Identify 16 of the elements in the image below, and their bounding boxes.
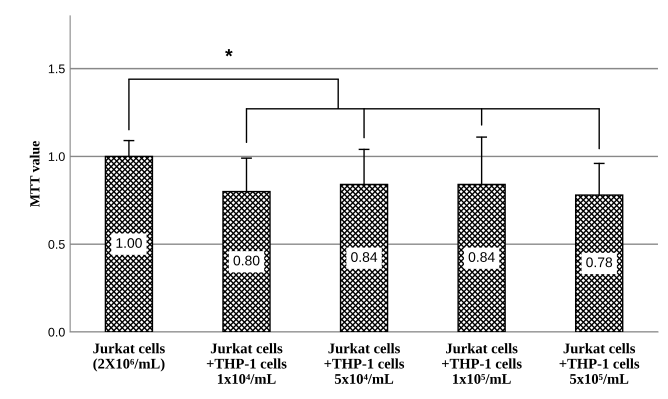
data-label: 0.80	[234, 256, 260, 266]
x-tick-label: Jurkat cells +THP-1 cells 1x10⁴/mL	[206, 343, 287, 384]
y-tick-label: 1.0	[48, 152, 65, 162]
y-tick-label: 0.0	[48, 328, 65, 337]
x-tick-label: Jurkat cells +THP-1 cells 5x10⁵/mL	[560, 343, 640, 384]
x-tick-label: Jurkat cells +THP-1 cells 5x10⁴/mL	[324, 343, 404, 384]
y-tick-label: 1.5	[48, 64, 65, 74]
y-axis-title: MTT value	[30, 141, 40, 207]
y-tick-label: 0.5	[48, 240, 65, 249]
annotation: *	[225, 49, 233, 56]
data-label: 0.78	[586, 257, 612, 268]
data-label: 1.00	[116, 238, 142, 248]
data-label: 0.84	[351, 252, 378, 262]
x-tick-label: Jurkat cells (2X10⁶/mL)	[93, 343, 165, 372]
x-tick-label: Jurkat cells +THP-1 cells 1x10⁵/mL	[442, 343, 522, 384]
data-label: 0.84	[468, 252, 495, 262]
